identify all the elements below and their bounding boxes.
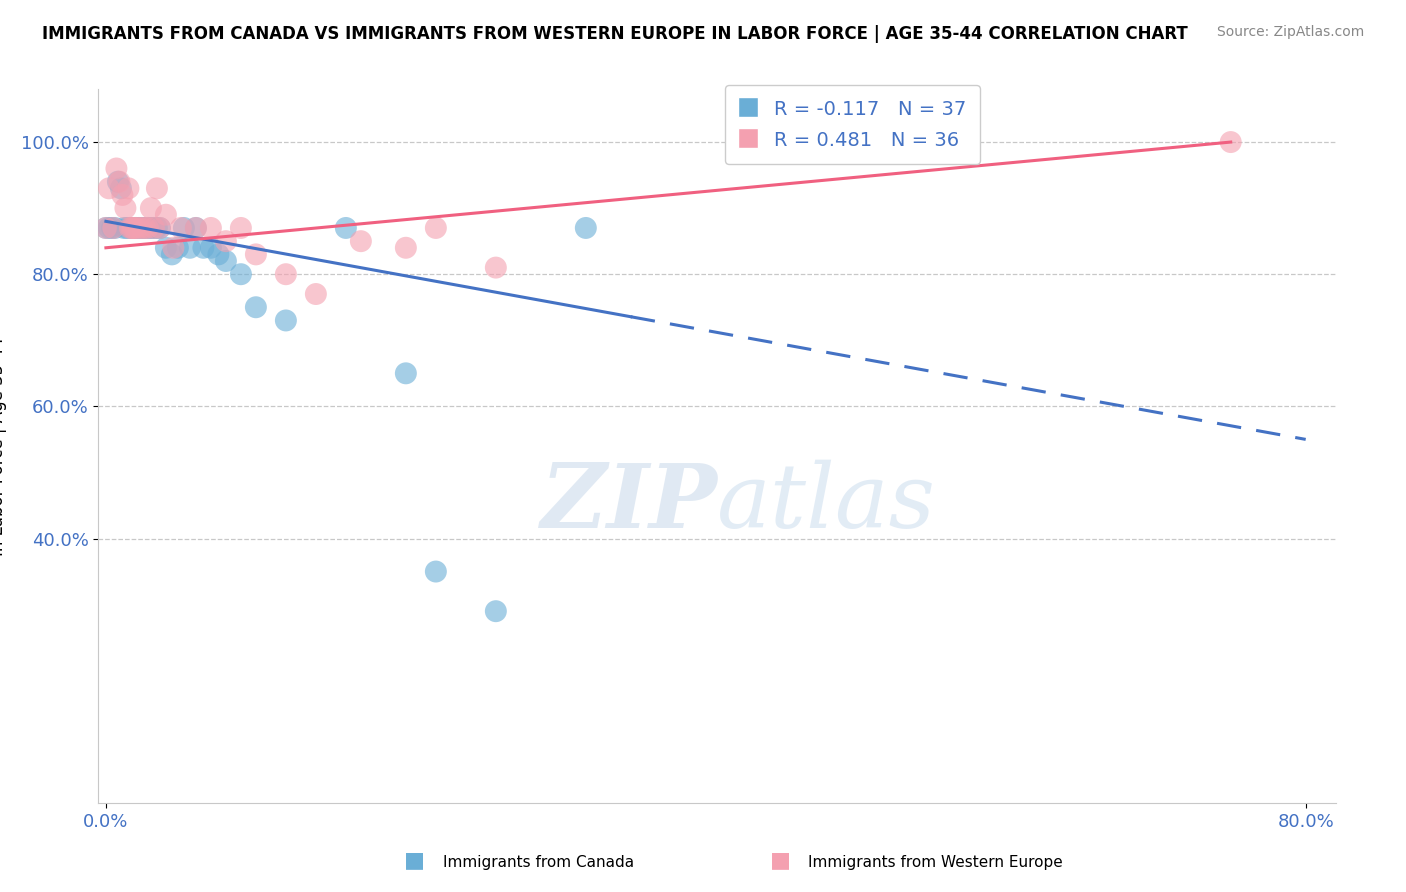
Point (136, 221, 159, 235)
Point (200, 241, 222, 255)
Point (118, 221, 141, 235)
Point (167, 241, 190, 255)
Point (193, 241, 215, 255)
Point (120, 221, 142, 235)
Point (101, 221, 124, 235)
Legend: R = -0.117   N = 37, R = 0.481   N = 36: R = -0.117 N = 37, R = 0.481 N = 36 (725, 85, 980, 164)
Point (139, 221, 162, 235)
Point (215, 234, 238, 248)
Point (395, 367, 418, 381)
Point (274, 313, 297, 327)
Point (125, 221, 148, 235)
Point (149, 221, 172, 235)
Point (149, 221, 172, 235)
Text: Source: ZipAtlas.com: Source: ZipAtlas.com (1216, 25, 1364, 39)
Point (395, 241, 418, 255)
Point (184, 221, 207, 235)
Point (155, 241, 177, 255)
Text: ZIP: ZIP (541, 460, 717, 546)
Point (104, 221, 127, 235)
Point (134, 221, 156, 235)
Point (114, 201, 136, 215)
Point (229, 267, 252, 281)
Point (124, 221, 146, 235)
Y-axis label: In Labor Force | Age 35-44: In Labor Force | Age 35-44 (0, 336, 7, 556)
Point (139, 201, 162, 215)
Point (485, 260, 508, 275)
Point (207, 247, 229, 261)
Point (155, 208, 177, 222)
Point (142, 221, 165, 235)
Point (142, 221, 165, 235)
Point (179, 241, 201, 255)
Point (94, 221, 117, 235)
Point (146, 221, 169, 235)
Point (274, 267, 297, 281)
Point (112, 221, 135, 235)
Point (103, 221, 125, 235)
Point (115, 221, 138, 235)
Point (229, 221, 252, 235)
Point (425, 565, 447, 579)
Point (125, 221, 148, 235)
Point (575, 221, 598, 235)
Text: ■: ■ (405, 850, 425, 870)
Text: Immigrants from Canada: Immigrants from Canada (443, 855, 634, 870)
Point (131, 221, 153, 235)
Point (170, 221, 193, 235)
Point (108, 175, 131, 189)
Point (122, 221, 145, 235)
Point (215, 254, 238, 268)
Text: ■: ■ (770, 850, 790, 870)
Point (146, 181, 169, 195)
Point (97, 221, 120, 235)
Point (131, 221, 153, 235)
Point (134, 221, 156, 235)
Point (160, 247, 183, 261)
Point (94, 221, 117, 235)
Point (1219, 135, 1241, 149)
Point (122, 221, 145, 235)
Point (184, 221, 207, 235)
Point (245, 247, 267, 261)
Point (305, 287, 328, 301)
Text: IMMIGRANTS FROM CANADA VS IMMIGRANTS FROM WESTERN EUROPE IN LABOR FORCE | AGE 35: IMMIGRANTS FROM CANADA VS IMMIGRANTS FRO… (42, 25, 1188, 43)
Point (105, 161, 128, 176)
Point (128, 221, 150, 235)
Point (107, 175, 129, 189)
Point (425, 221, 447, 235)
Point (350, 234, 373, 248)
Point (245, 300, 267, 314)
Point (117, 181, 139, 195)
Point (335, 221, 357, 235)
Text: Immigrants from Western Europe: Immigrants from Western Europe (808, 855, 1063, 870)
Point (128, 221, 150, 235)
Point (173, 221, 195, 235)
Point (110, 181, 132, 195)
Point (485, 604, 508, 618)
Point (162, 241, 184, 255)
Point (200, 221, 222, 235)
Text: atlas: atlas (717, 459, 936, 547)
Point (118, 221, 141, 235)
Point (97, 181, 120, 195)
Point (111, 188, 134, 202)
Point (136, 221, 159, 235)
